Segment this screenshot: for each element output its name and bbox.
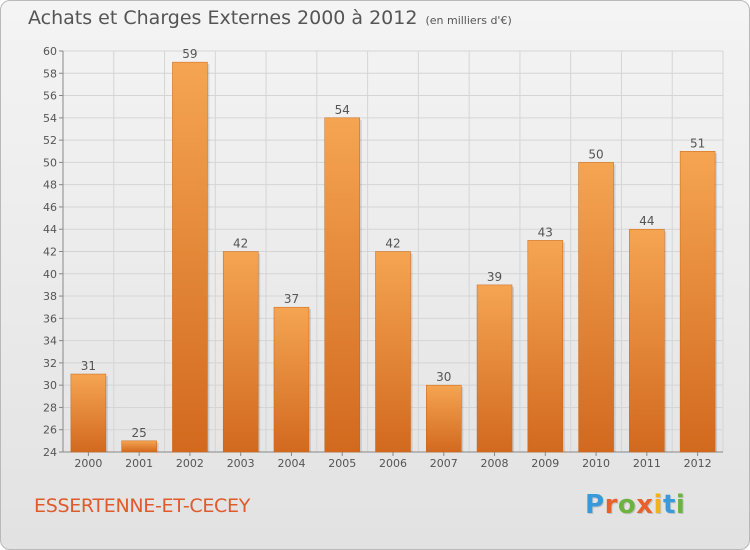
bar: [375, 251, 411, 453]
x-tick-label: 2000: [74, 457, 102, 470]
y-tick-label: 56: [43, 90, 57, 103]
bar: [222, 251, 259, 453]
x-tick-label: 2012: [684, 457, 712, 470]
y-tick-label: 58: [43, 67, 57, 80]
bar: [679, 151, 716, 453]
bar-value-label: 25: [132, 426, 147, 440]
bar-value-label: 31: [81, 359, 96, 373]
y-tick-label: 34: [43, 335, 57, 348]
y-tick-label: 42: [43, 246, 57, 259]
bar-value-label: 42: [385, 237, 400, 251]
data-labels: 31 25 59 42 37 54 42 30 39 43 50 44 51: [81, 47, 706, 440]
bar: [121, 440, 157, 453]
y-tick-label: 44: [43, 223, 57, 236]
commune-name: ESSERTENNE-ET-CECEY: [34, 495, 251, 517]
y-tick-label: 50: [43, 156, 57, 169]
bar-value-label: 30: [436, 370, 451, 384]
y-tick-label: 48: [43, 179, 57, 192]
chart-title-block: Achats et Charges Externes 2000 à 2012 (e…: [28, 7, 512, 29]
logo-letter: i: [675, 490, 686, 520]
logo-letter: i: [653, 490, 663, 520]
x-tick-label: 2006: [379, 457, 407, 470]
x-tick-label: 2011: [633, 457, 661, 470]
bars: [70, 61, 718, 453]
bar: [273, 306, 310, 453]
bar-value-label: 43: [538, 225, 553, 239]
y-tick-label: 36: [43, 312, 57, 325]
y-tick-label: 24: [43, 446, 57, 459]
bar-value-label: 39: [487, 270, 502, 284]
y-tick-label: 46: [43, 201, 57, 214]
bar: [629, 228, 665, 453]
x-tick-label: 2003: [227, 457, 255, 470]
bar-value-label: 37: [284, 292, 299, 306]
bar-value-label: 42: [233, 237, 248, 251]
x-tick-label: 2001: [125, 457, 153, 470]
bar: [426, 384, 462, 453]
bar: [476, 284, 513, 453]
x-tick-label: 2004: [277, 457, 305, 470]
logo-letter: t: [662, 490, 676, 520]
chart-subtitle: (en milliers d'€): [425, 14, 512, 27]
x-tick-label: 2007: [430, 457, 458, 470]
logo-letter: x: [636, 490, 654, 520]
proxiti-logo[interactable]: Proxiti: [585, 490, 685, 520]
y-tick-label: 32: [43, 357, 57, 370]
y-tick-label: 38: [43, 290, 57, 303]
bar: [324, 117, 360, 453]
y-tick-label: 26: [43, 424, 57, 437]
y-tick-label: 60: [43, 45, 57, 58]
bar: [578, 162, 614, 453]
bar-value-label: 44: [639, 214, 654, 228]
x-tick-label: 2009: [531, 457, 559, 470]
bar-value-label: 59: [182, 47, 197, 61]
bar: [172, 61, 208, 453]
logo-letter: o: [617, 490, 637, 520]
y-tick-label: 54: [43, 112, 57, 125]
y-tick-label: 28: [43, 401, 57, 414]
logo-letter: r: [604, 490, 618, 520]
bar-value-label: 51: [690, 136, 705, 150]
logo-letter: P: [585, 490, 605, 520]
x-tick-label: 2002: [176, 457, 204, 470]
x-tick-label: 2008: [481, 457, 509, 470]
bar: [70, 373, 107, 453]
chart-title: Achats et Charges Externes 2000 à 2012: [28, 7, 418, 29]
bar-value-label: 54: [335, 103, 350, 117]
bar-value-label: 50: [588, 147, 603, 161]
y-tick-label: 30: [43, 379, 57, 392]
y-tick-label: 40: [43, 268, 57, 281]
bar: [527, 240, 564, 453]
y-tick-label: 52: [43, 134, 57, 147]
x-tick-label: 2010: [582, 457, 610, 470]
x-tick-label: 2005: [328, 457, 356, 470]
